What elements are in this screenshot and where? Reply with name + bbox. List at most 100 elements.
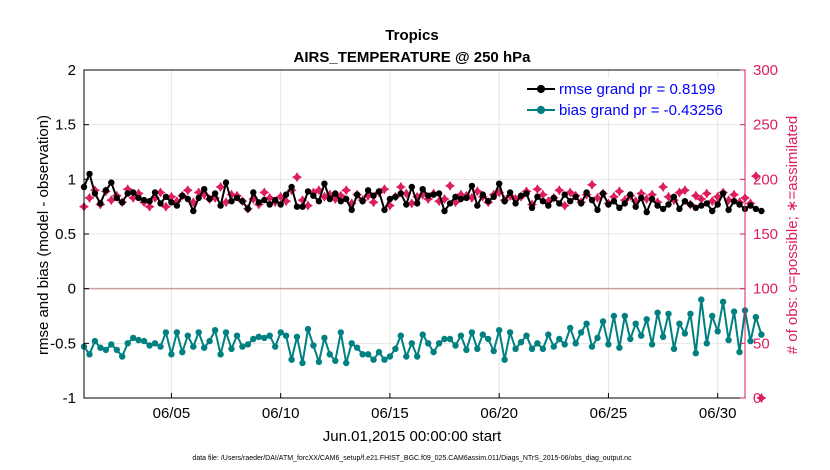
rmse-point	[496, 180, 503, 187]
y2-tick-label: 250	[753, 117, 778, 134]
rmse-point	[670, 193, 678, 200]
rmse-point	[206, 195, 213, 203]
bias-point	[146, 342, 153, 349]
rmse-point	[261, 196, 268, 204]
legend-bias-label: bias grand pr = -0.43256	[559, 102, 723, 119]
rmse-point	[638, 194, 645, 202]
obs-point	[701, 188, 712, 199]
rmse-point	[146, 198, 153, 205]
rmse-point	[517, 192, 525, 199]
rmse-point	[479, 191, 486, 198]
bias-point	[97, 344, 104, 351]
obs-point	[636, 188, 647, 199]
bias-point	[217, 351, 224, 358]
rmse-point	[605, 201, 612, 208]
obs-point	[166, 191, 177, 202]
bias-series	[80, 296, 765, 367]
y-tick-label: 0.5	[55, 226, 76, 243]
bias-point	[703, 340, 710, 347]
obs-point	[439, 194, 450, 204]
obs-point	[723, 195, 734, 206]
obs-point	[259, 187, 270, 198]
bias-point	[747, 337, 754, 345]
obs-point	[417, 189, 428, 200]
y2-tick-label: 0	[753, 390, 761, 407]
rmse-point	[457, 195, 465, 203]
obs-point	[128, 192, 139, 203]
bias-point	[577, 329, 585, 336]
obs-point	[363, 190, 374, 201]
obs-point	[532, 184, 543, 195]
bias-point	[550, 343, 557, 350]
bias-point	[414, 353, 421, 360]
series-layer	[79, 170, 767, 403]
bias-point	[709, 312, 716, 320]
obs-point	[658, 182, 669, 192]
obs-point	[303, 200, 313, 211]
obs-point	[324, 189, 335, 200]
rmse-point	[610, 198, 618, 205]
rmse-point	[709, 207, 716, 215]
rmse-point	[151, 189, 159, 196]
bias-point	[457, 332, 465, 339]
obs-point	[313, 185, 324, 196]
obs-point	[696, 194, 707, 204]
obs-point	[210, 192, 221, 203]
rmse-point	[157, 200, 164, 207]
rmse-point	[91, 190, 99, 197]
bias-point	[692, 350, 699, 357]
rmse-point	[621, 200, 628, 207]
bias-point	[545, 331, 552, 338]
bias-point	[195, 329, 202, 336]
obs-point	[188, 197, 199, 208]
obs-point	[619, 195, 630, 206]
obs-point	[122, 184, 133, 195]
obs-point	[199, 189, 210, 200]
rmse-point	[463, 194, 470, 202]
chart-title: Tropics	[385, 27, 438, 44]
rmse-point	[140, 196, 148, 204]
rmse-point	[643, 208, 650, 216]
rmse-point	[703, 200, 710, 207]
rmse-point	[310, 192, 317, 199]
rmse-point	[534, 193, 541, 200]
obs-point	[193, 187, 204, 198]
chart-subtitle: AIRS_TEMPERATURE @ 250 hPa	[294, 49, 532, 66]
bias-point	[206, 337, 213, 345]
obs-point	[707, 196, 718, 207]
rmse-point	[392, 193, 399, 200]
bias-point	[326, 351, 333, 358]
obs-point	[264, 192, 275, 203]
rmse-point	[173, 202, 181, 209]
obs-point	[712, 191, 723, 202]
rmse-point	[102, 187, 110, 194]
bias-point	[272, 343, 279, 350]
bias-point	[332, 357, 339, 364]
bias-point	[157, 343, 164, 350]
obs-point	[614, 186, 625, 197]
bias-point	[730, 308, 738, 315]
bias-point	[86, 351, 93, 358]
rmse-point	[616, 204, 623, 211]
rmse-point	[162, 193, 170, 200]
rmse-point	[135, 194, 142, 202]
obs-point	[641, 194, 652, 204]
rmse-point	[86, 170, 93, 178]
bias-point	[277, 329, 284, 336]
obs-point	[592, 192, 603, 203]
rmse-point	[97, 200, 104, 207]
bias-point	[228, 345, 235, 352]
bias-point	[233, 332, 241, 339]
rmse-point	[266, 201, 273, 208]
bias-point	[201, 344, 208, 351]
rmse-point	[485, 198, 492, 205]
bias-point	[364, 351, 372, 358]
bias-point	[239, 343, 246, 350]
rmse-point	[550, 194, 557, 202]
bias-point	[556, 335, 563, 343]
legend-rmse-marker	[536, 84, 546, 94]
bias-point	[315, 358, 323, 366]
bias-point	[687, 310, 694, 317]
y-tick-label: 1.5	[55, 117, 76, 134]
